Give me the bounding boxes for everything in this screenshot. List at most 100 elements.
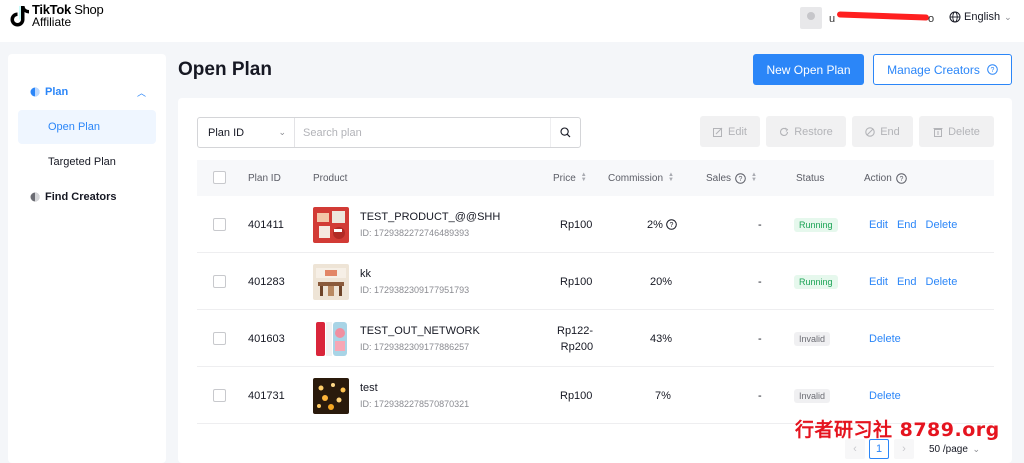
bulk-restore-button[interactable]: Restore (766, 116, 846, 147)
page-size-select[interactable]: 50 /page ⌄ (920, 439, 986, 459)
watermark: 行者研习社 8789.org (795, 419, 1000, 441)
delete-link[interactable]: Delete (869, 332, 901, 345)
bulk-delete-button[interactable]: Delete (919, 116, 994, 147)
column-header-commission[interactable]: Commission ▲ ▼ (608, 160, 674, 196)
top-bar: TikTok Shop Affiliate u o English ⌄ (0, 0, 1024, 42)
sidebar-item-find-creators[interactable]: Find Creators (8, 183, 166, 211)
search-icon[interactable] (550, 118, 580, 147)
help-icon[interactable]: ? (987, 64, 998, 75)
product-name[interactable]: test (360, 382, 378, 394)
user-name-tail: o (928, 13, 935, 25)
svg-text:?: ? (899, 176, 903, 183)
price-max: Rp200 (560, 340, 594, 353)
edit-link[interactable]: Edit (869, 218, 888, 231)
end-link[interactable]: End (896, 218, 917, 231)
help-icon[interactable]: ? (735, 172, 746, 184)
delete-link[interactable]: Delete (869, 389, 901, 402)
product-id: ID: 1729382309177951793 (360, 285, 470, 295)
commission: 7% (655, 389, 671, 402)
column-header-plan-id: Plan ID (248, 172, 281, 184)
sales: - (758, 218, 762, 231)
search-field-select-value: Plan ID (208, 126, 245, 139)
sort-icon[interactable]: ▲ ▼ (580, 172, 587, 183)
tiktok-shop-affiliate-logo[interactable]: TikTok Shop Affiliate (10, 2, 104, 28)
product-name[interactable]: kk (360, 268, 371, 280)
edit-link[interactable]: Edit (869, 275, 888, 288)
pagination-page-1[interactable]: 1 (869, 439, 889, 459)
row-checkbox[interactable] (213, 389, 226, 402)
manage-creators-button[interactable]: Manage Creators ? (873, 54, 1012, 85)
language-selector[interactable]: English ⌄ (949, 11, 1012, 23)
delete-link[interactable]: Delete (925, 275, 958, 288)
end-link[interactable]: End (896, 275, 917, 288)
language-label: English (964, 11, 1001, 23)
select-all-checkbox[interactable] (213, 171, 226, 184)
row-checkbox[interactable] (213, 218, 226, 231)
manage-creators-label: Manage Creators (887, 62, 980, 77)
status-badge: Running (794, 274, 838, 289)
pagination-prev-button[interactable]: ‹ (845, 439, 865, 459)
product-thumbnail[interactable] (313, 264, 349, 300)
plan-id: 401603 (248, 332, 285, 345)
product-thumbnail[interactable] (313, 321, 349, 357)
table-row: 401731 test ID: 1729382278570870321 Rp10… (197, 367, 994, 424)
plan-id: 401411 (248, 218, 284, 231)
plan-icon (30, 87, 40, 97)
end-icon (865, 126, 875, 137)
sidebar-item-targeted-plan[interactable]: Targeted Plan (48, 156, 116, 168)
bulk-edit-button[interactable]: Edit (700, 116, 760, 147)
page-size-value: 50 /page (929, 443, 968, 455)
sidebar-item-open-plan[interactable]: Open Plan (18, 110, 156, 144)
column-header-status: Status (796, 172, 825, 184)
user-name[interactable]: u (829, 13, 836, 25)
row-actions: Delete (869, 367, 910, 424)
bulk-edit-label: Edit (728, 125, 747, 138)
column-header-sales[interactable]: Sales ? ▲ ▼ (706, 160, 757, 196)
column-header-commission-label: Commission (608, 172, 664, 184)
svg-text:?: ? (669, 222, 673, 229)
product-thumbnail[interactable] (313, 378, 349, 414)
table-row: 401283 kk ID: 1729382309177951793 Rp100 … (197, 253, 994, 310)
product-id: ID: 1729382309177886257 (360, 342, 470, 352)
chevron-down-icon: ⌄ (278, 127, 286, 137)
new-open-plan-button[interactable]: New Open Plan (753, 54, 864, 85)
sidebar-item-plan[interactable]: Plan ︿ (8, 78, 166, 106)
column-header-sales-label: Sales (706, 172, 732, 184)
status-cell: Invalid (794, 310, 831, 367)
delete-link[interactable]: Delete (925, 218, 958, 231)
bulk-delete-label: Delete (948, 125, 980, 138)
help-icon[interactable]: ? (895, 172, 907, 184)
pagination-next-button[interactable]: › (894, 439, 914, 459)
product-name[interactable]: TEST_OUT_NETWORK (360, 325, 480, 337)
help-icon[interactable]: ? (666, 219, 677, 230)
table-header: Plan ID Product Price ▲ ▼ Commission ▲ ▼ S… (197, 160, 994, 196)
page-title: Open Plan (178, 59, 272, 80)
column-header-price[interactable]: Price ▲ ▼ (553, 160, 587, 196)
product-thumbnail[interactable] (313, 207, 349, 243)
status-cell: Running (794, 253, 838, 310)
sales: - (758, 389, 762, 402)
bulk-end-button[interactable]: End (852, 116, 913, 147)
sidebar-item-label: Find Creators (45, 191, 117, 203)
table-row: 401411 TEST_PRODUCT_@@SHH ID: 1729382272… (197, 196, 994, 253)
sidebar-item-label: Plan (45, 86, 69, 98)
logo-tiktok: TikTok (32, 2, 71, 17)
find-creators-icon (30, 192, 40, 202)
bulk-end-label: End (880, 125, 900, 138)
avatar[interactable] (800, 7, 822, 29)
search-input[interactable] (295, 118, 550, 147)
commission: 43% (650, 332, 673, 345)
sort-icon[interactable]: ▲ ▼ (751, 172, 757, 183)
restore-icon (780, 127, 789, 136)
sort-icon[interactable]: ▲ ▼ (668, 172, 674, 183)
commission: 20% (650, 275, 673, 288)
edit-icon (713, 127, 723, 137)
status-badge: Running (794, 217, 838, 232)
row-checkbox[interactable] (213, 332, 226, 345)
row-checkbox[interactable] (213, 275, 226, 288)
plan-id: 401283 (248, 275, 285, 288)
search-field-select[interactable]: Plan ID ⌄ (198, 118, 295, 147)
product-name[interactable]: TEST_PRODUCT_@@SHH (360, 211, 501, 223)
chevron-down-icon: ⌄ (1004, 11, 1012, 22)
price: Rp100 (560, 218, 593, 231)
